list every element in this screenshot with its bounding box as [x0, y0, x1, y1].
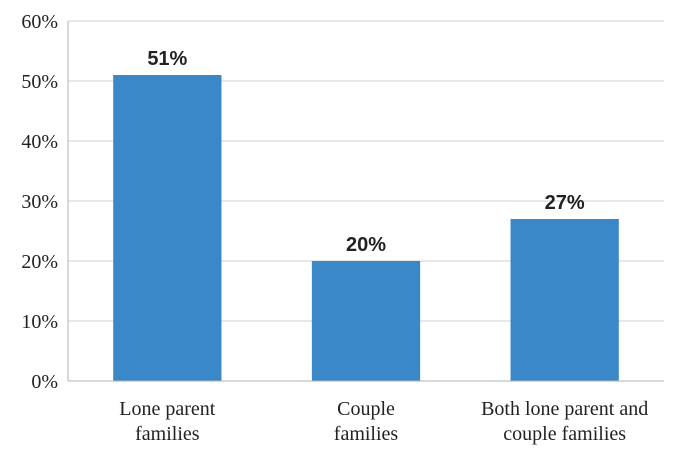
data-labels: 51% 20% 27% [147, 48, 585, 256]
bar [311, 261, 421, 381]
y-tick-label: 10% [21, 311, 58, 333]
bar [113, 75, 222, 381]
data-label: 20% [346, 234, 386, 256]
y-tick-labels: 0% 10% 20% 30% 40% 50% 60% [21, 11, 58, 393]
y-tick-label: 40% [21, 131, 58, 153]
x-category-label: Both lone parent and couple families [481, 398, 648, 445]
y-tick-label: 0% [31, 371, 58, 393]
axes [67, 21, 664, 382]
y-tick-label: 50% [21, 71, 58, 93]
y-tick-label: 60% [21, 11, 58, 33]
bars [113, 75, 619, 381]
category-labels: Lone parent families Couple families Both lo… [119, 398, 648, 445]
y-tick-label: 30% [21, 191, 58, 213]
bar [510, 219, 619, 381]
y-tick-label: 20% [21, 251, 58, 273]
data-label: 27% [545, 192, 585, 214]
x-category-label: Couple families [334, 398, 399, 445]
data-label: 51% [147, 48, 187, 70]
x-category-label: Lone parent families [119, 398, 216, 445]
